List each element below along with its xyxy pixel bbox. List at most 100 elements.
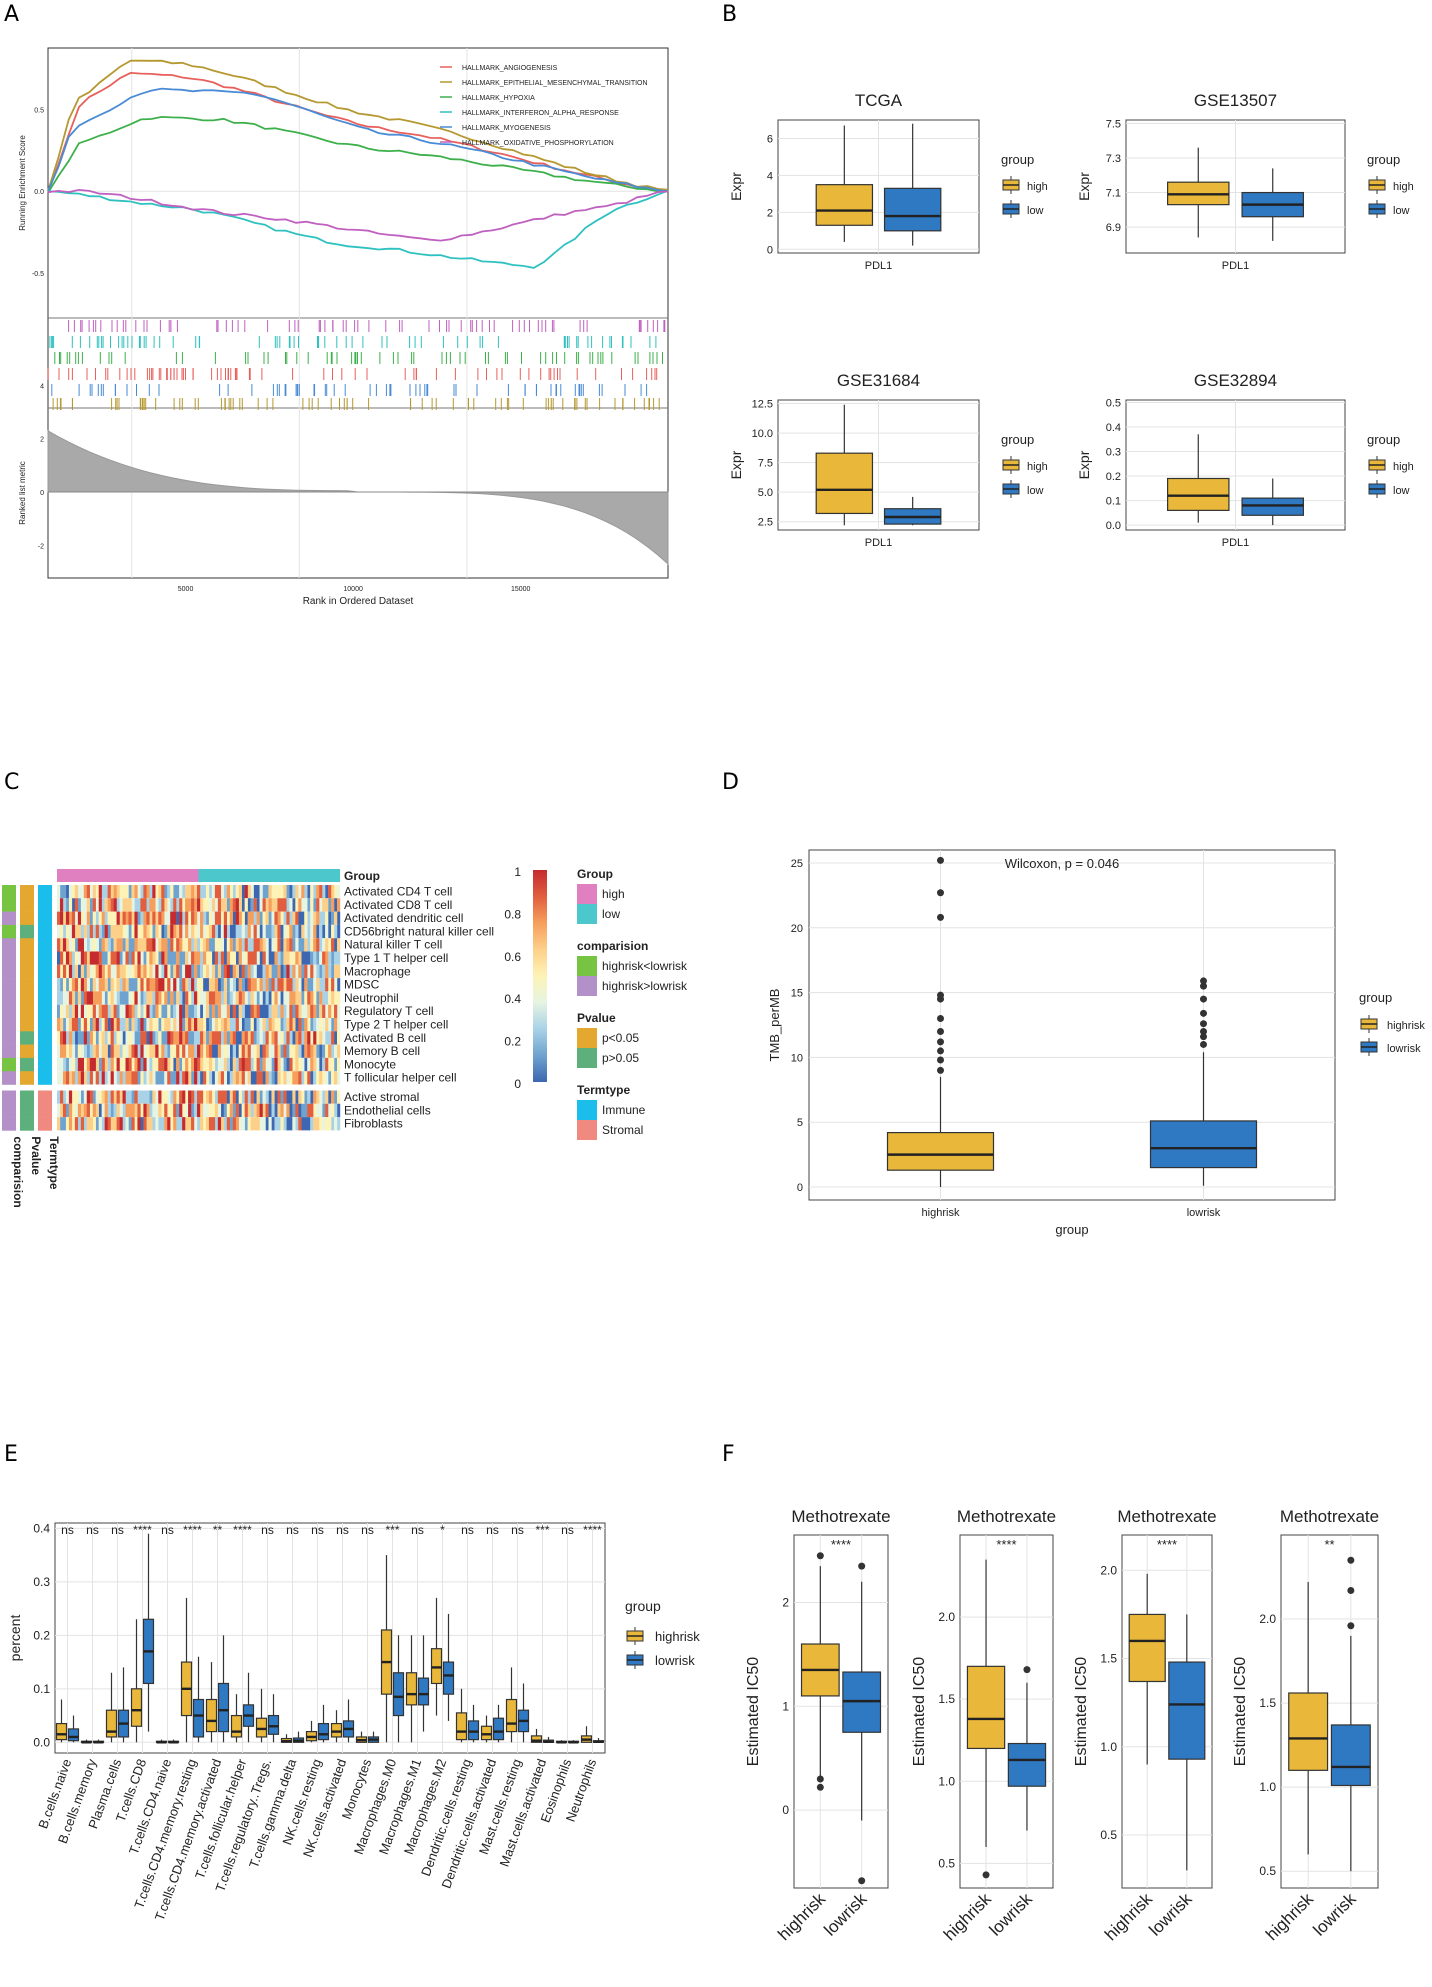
ic50-xtick: highrisk [1262, 1889, 1317, 1944]
side-termtype-cell [38, 1018, 52, 1032]
panel-b-ytick: 6.9 [1106, 222, 1121, 234]
panel-b-legend-label: high [1393, 181, 1414, 193]
heatmap-row-cells [182, 1004, 269, 1018]
heatmap-row-cells [62, 1103, 329, 1118]
immune-significance: ns [561, 1523, 574, 1537]
immune-significance: ns [336, 1523, 349, 1537]
ic50-highrisk-outlier [816, 1775, 824, 1783]
side-comparision-cell [2, 964, 16, 979]
ic50-ytick: 2.0 [938, 1610, 955, 1624]
tmb-highrisk-outlier [937, 1027, 944, 1035]
group-bar-high [57, 869, 199, 882]
panel-b-plot-2: GSE31684 2.5 5.0 7.5 10.0 12.5 PDL1 Expr group hi… [728, 371, 1048, 549]
side-pvalue-cell [20, 1031, 34, 1045]
immune-lowrisk-box [492, 1717, 505, 1741]
panel-b-ytick: 4 [767, 170, 773, 182]
ic50-ytick: 2.0 [1100, 1563, 1117, 1577]
side-pvalue-cell [20, 951, 34, 966]
panel-b-ytick: 5.0 [758, 487, 773, 499]
heatmap-row-cells [68, 1004, 287, 1018]
gsea-hit-ticks-5 [68, 320, 666, 332]
panel-label-a: A [4, 2, 20, 27]
heatmap-row-cells [59, 964, 207, 979]
immune-highrisk-box [430, 1648, 443, 1685]
heatmap-row-cells [62, 924, 338, 939]
panel-b-xlabel: PDL1 [1222, 537, 1250, 549]
side-termtype-cell [38, 911, 52, 926]
panel-b-title: TCGA [855, 91, 903, 110]
heatmap-row-cells [182, 991, 284, 1005]
tmb-ytick: 0 [797, 1182, 803, 1194]
immune-significance: **** [233, 1523, 252, 1537]
side-pvalue-cell [20, 1103, 34, 1118]
tmb-ytick: 10 [791, 1052, 803, 1064]
ic50-ylabel: Estimated IC50 [745, 1657, 762, 1766]
heatmap-row-cells [57, 1044, 338, 1058]
panel-b-legend-title: group [1001, 432, 1034, 447]
heatmap-row-cells [101, 938, 317, 952]
panel-label-f: F [722, 1442, 735, 1467]
immune-ylabel: percent [7, 1615, 23, 1662]
immune-significance: ns [361, 1523, 374, 1537]
ic50-ytick: 0.5 [938, 1856, 955, 1870]
panel-b-legend-title: group [1001, 152, 1034, 167]
immune-highrisk-box [105, 1709, 118, 1738]
side-termtype-cell [38, 951, 52, 966]
gsea-curve-1 [47, 59, 669, 192]
heatmap-row-cells [86, 898, 329, 912]
side-comparision-cell [2, 951, 16, 966]
heatmap-row-cells [92, 991, 323, 1005]
tmb-ytick: 15 [791, 988, 803, 1000]
tmb-highrisk-outlier [937, 913, 944, 921]
immune-significance: ns [86, 1523, 99, 1537]
heatmap-legend-label: highrisk<lowrisk [602, 959, 688, 973]
ic50-ytick: 1.5 [938, 1692, 955, 1706]
gsea-xtick: 15000 [511, 586, 531, 593]
tmb-ylabel: TMB_perMB [767, 989, 782, 1062]
heatmap-row-cells [65, 1071, 311, 1085]
panel-label-c: C [4, 770, 20, 795]
panel-b-ytick: 0.0 [1106, 520, 1121, 532]
panel-b-ytick: 0 [767, 244, 773, 256]
heatmap-row-cells [68, 951, 329, 965]
immune-significance: *** [385, 1523, 399, 1537]
color-scale-tick: 1 [514, 865, 521, 879]
panel-b-ylabel: Expr [728, 450, 744, 479]
heatmap-legend-label: high [602, 887, 625, 901]
gsea-hit-ticks-2 [54, 352, 663, 364]
side-comparision-cell [2, 1071, 16, 1085]
gsea-legend-label: HALLMARK_ANGIOGENESIS [462, 65, 558, 72]
heatmap-row-cells [62, 951, 296, 965]
panel-b-ylabel: Expr [1076, 172, 1092, 201]
heatmap-row-cells [57, 1117, 320, 1131]
gsea-xtick: 10000 [343, 586, 363, 593]
immune-significance: * [440, 1523, 445, 1537]
metric-ytick: -2 [38, 543, 44, 550]
heatmap-legend-label: highrisk>lowrisk [602, 979, 688, 993]
immune-highrisk-box [455, 1712, 468, 1741]
tmb-highrisk-outlier [937, 856, 944, 864]
panel-b-low-box [1241, 497, 1304, 516]
ic50-xtick: lowrisk [820, 1889, 871, 1940]
tmb-highrisk-outlier [937, 1047, 944, 1055]
immune-lowrisk-box [217, 1682, 230, 1733]
panel-b-high-box [815, 452, 874, 515]
panel-b-legend-title: group [1367, 432, 1400, 447]
heatmap-row-label: Macrophage [344, 964, 411, 978]
side-pvalue-cell [20, 1057, 34, 1072]
ic50-title: Methotrexate [957, 1507, 1056, 1526]
immune-lowrisk-box [67, 1728, 80, 1742]
heatmap-row-cells [89, 911, 335, 925]
ic50-ytick: 1.5 [1100, 1652, 1117, 1666]
ic50-lowrisk-outlier [1023, 1666, 1031, 1674]
panel-b-title: GSE13507 [1194, 91, 1277, 110]
ic50-lowrisk-outlier [1347, 1622, 1355, 1630]
heatmap-row-label: Fibroblasts [344, 1117, 403, 1131]
panel-b-high-box [815, 184, 874, 226]
panel-b-legend-label: high [1027, 461, 1048, 473]
heatmap-legend-swatch [577, 884, 597, 904]
side-comparision-cell [2, 1103, 16, 1118]
heatmap-row-cells [98, 1004, 332, 1018]
group-bar-low [198, 869, 340, 882]
